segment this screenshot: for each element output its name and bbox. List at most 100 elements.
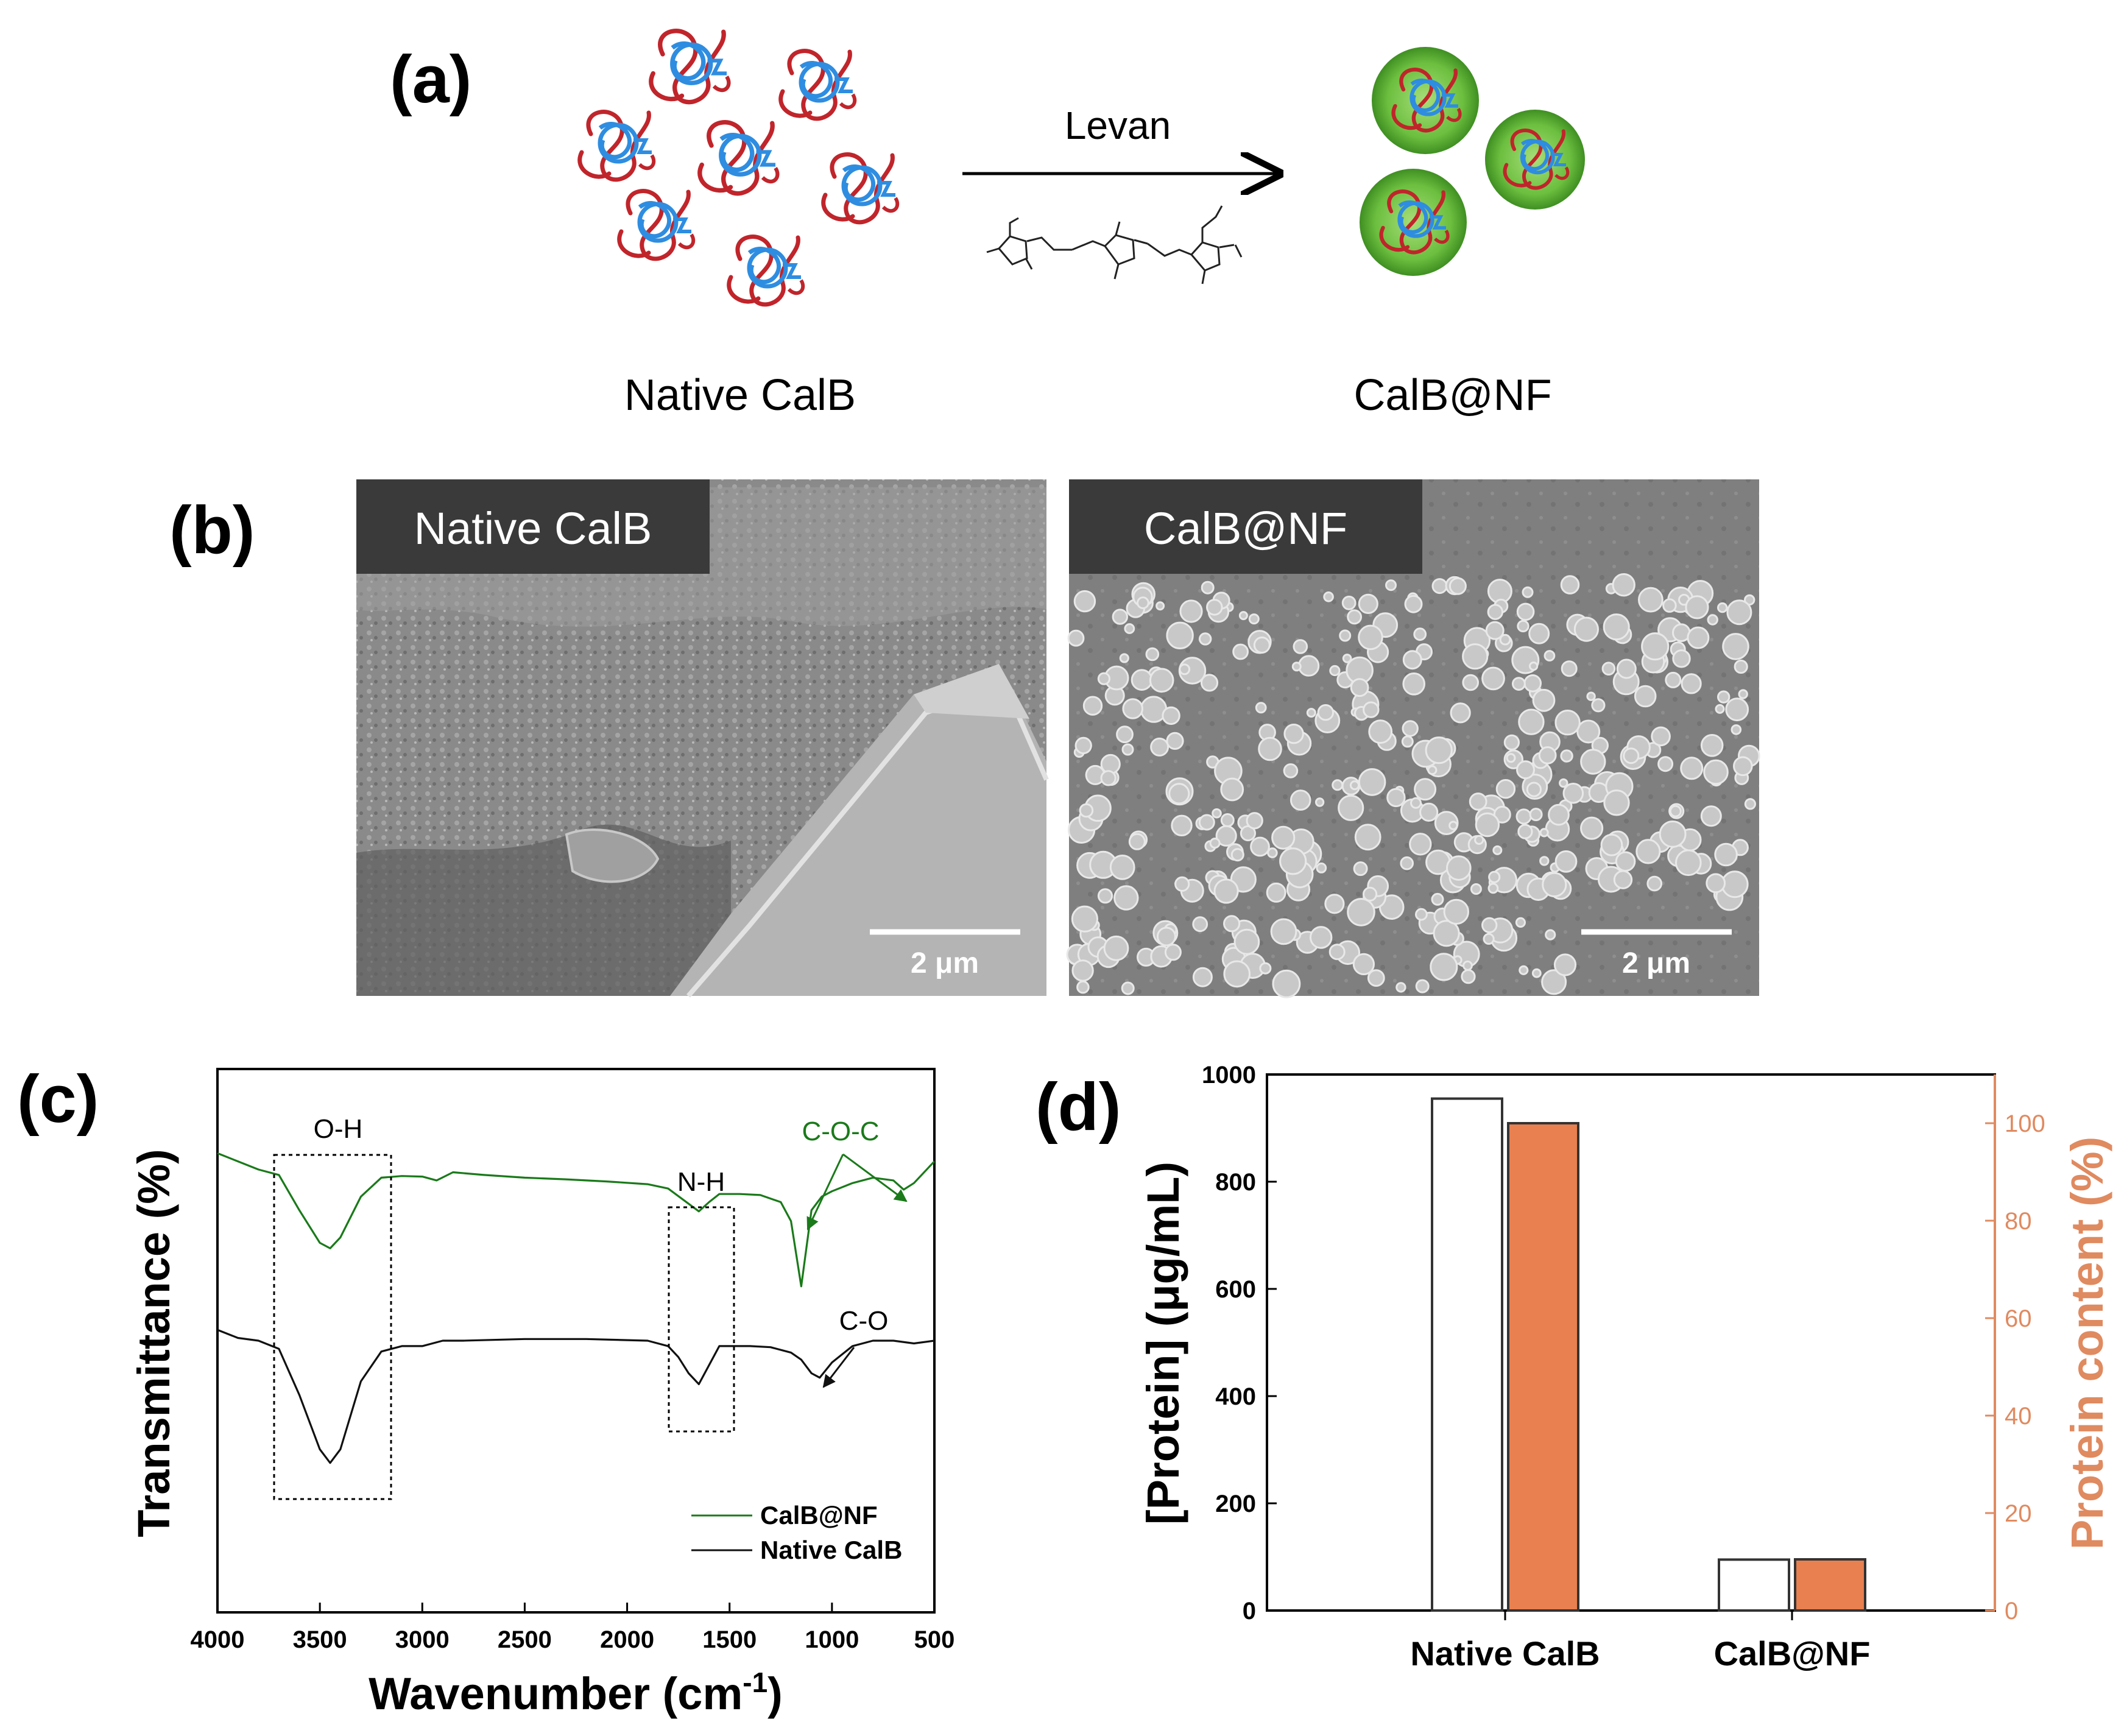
native-calb-label: Native CalB (624, 371, 856, 420)
ftir-x-tick-label: 2000 (600, 1626, 654, 1653)
nanoflower-particle (1687, 626, 1710, 649)
nanoflower-particle (1116, 725, 1134, 744)
coc-arrow-icon (806, 1154, 844, 1230)
nanoflower-particle (1358, 624, 1383, 651)
nanoflower-particle (1067, 629, 1085, 647)
nanoflower-particle (1415, 979, 1430, 993)
nanoflower-particle (1483, 933, 1495, 945)
nanoflower-particle (1145, 647, 1160, 662)
nanoflower-particle (1481, 917, 1498, 934)
bar-right-tick-label: 40 (2005, 1403, 2032, 1430)
bar-left-tick-label: 400 (1215, 1383, 1256, 1410)
nanoflower-particle (1539, 856, 1550, 866)
nanoflower-particle (1103, 935, 1129, 961)
nanoflower-particle (1074, 736, 1092, 755)
nanoflower-particle (1316, 863, 1327, 873)
bar-ylabel-left: [Protein] (μg/mL) (1138, 1162, 1188, 1525)
nanoflower-particle (1542, 872, 1567, 898)
panel-c: (c) 4000 3500 3000 2500 2000 1500 1000 500 Wave… (17, 1062, 954, 1719)
nanoflower-particle (1215, 825, 1237, 847)
nanoflower-particle (1200, 674, 1219, 692)
co-annotation: C-O (839, 1306, 889, 1336)
nanoflower-particle (1212, 808, 1222, 819)
bar-left-tick-label: 600 (1215, 1276, 1256, 1303)
ftir-x-tick-label: 4000 (191, 1626, 245, 1653)
nanoflower-particle (1329, 665, 1341, 677)
nanoflower-particle (1291, 662, 1302, 672)
arrow-label: Levan (1065, 104, 1171, 147)
nanoflower-particle (1492, 845, 1503, 855)
nanoflower-particle (1248, 613, 1260, 625)
nanoflower-particle (1402, 672, 1425, 696)
nanoflower-particle (1635, 839, 1661, 864)
nanoflower-particle (1358, 768, 1386, 796)
nanoflower-particle (1462, 643, 1489, 670)
sem-tag-calb-nf-text: CalB@NF (1144, 503, 1347, 554)
nh-region-box (668, 1206, 735, 1433)
ftir-line-native-calb (217, 1328, 935, 1464)
enzyme-coil-icon (651, 31, 729, 102)
nanoflower-particle (1414, 778, 1437, 801)
nanoflower-particle (1100, 770, 1117, 786)
nanoflower-particle (1515, 808, 1532, 825)
panel-d: (d) 0 200 400 600 800 1000 0 20 40 60 80 100 Native… (1036, 1062, 2112, 1673)
nanoflower-particle (1253, 637, 1271, 654)
enzyme-coil-icon (580, 112, 654, 180)
sem-tag-native-calb-text: Native CalB (414, 503, 652, 554)
nanoflower-particle (1657, 756, 1674, 772)
nanoflower-particle (1506, 753, 1516, 763)
nanoflower-particle (1233, 928, 1260, 955)
ftir-x-tick-label: 3000 (395, 1626, 450, 1653)
nanoflower-particle (1703, 759, 1729, 785)
nanoflower-particle (1255, 702, 1267, 714)
nanoflower-particle (1166, 732, 1184, 750)
nanoflower-particle (1450, 702, 1471, 724)
nanoflower-particle (1615, 851, 1636, 872)
nanoflower-particle (1641, 632, 1670, 661)
panel-a-letter: (a) (390, 42, 471, 117)
nanoflower-particle (1613, 870, 1633, 889)
nanoflower-particle (1162, 706, 1180, 725)
nanoflower-particle (1402, 650, 1422, 670)
nanoflower-particle (1413, 627, 1427, 641)
bar-right-tick-label: 100 (2005, 1110, 2045, 1137)
nanoflower-particle (1669, 805, 1682, 817)
nanoflower-particle (1192, 916, 1208, 933)
nanoflower-particle (1220, 777, 1244, 802)
nanoflower-particle (1341, 595, 1357, 610)
bar-plot-frame (1266, 1073, 1996, 1612)
nanoflower-particle (1734, 659, 1748, 674)
ftir-x-tick-label: 2500 (498, 1626, 552, 1653)
nanoflower-particle (1192, 967, 1213, 987)
nanoflower-particle (1271, 825, 1296, 850)
nanoflower-particle (1179, 663, 1191, 676)
bar-protein-concentration (1431, 1097, 1503, 1612)
nanoflower-particle (1665, 671, 1682, 688)
nanoflower-particle (1258, 736, 1282, 761)
nanoflower-particle (1561, 660, 1578, 677)
nanoflower-particle (1529, 808, 1543, 822)
scalebar-native-calb: 2 μm (870, 929, 1020, 979)
nanoflower-particle (1349, 780, 1360, 791)
nanoflower-particle (1714, 842, 1738, 867)
nanoflower-particle (1554, 850, 1578, 873)
nanoflower-particle (1733, 756, 1753, 777)
nanoflower-particle (1722, 633, 1749, 660)
bar-right-tick-label: 80 (2005, 1208, 2032, 1235)
nanoflower-particle (1347, 898, 1375, 926)
nanoflower-particle (1725, 697, 1749, 722)
coc-annotation: C-O-C (802, 1117, 879, 1146)
nanoflower-particle (1427, 765, 1438, 775)
sem-tag-calb-nf: CalB@NF (1069, 479, 1422, 574)
nanoflower-particle (1717, 690, 1731, 704)
oh-region-box (273, 1154, 392, 1500)
nanoflower-particle (1707, 614, 1718, 626)
nanoflower-particle (1675, 849, 1702, 877)
nanoflower-particle (1149, 668, 1174, 693)
nanoflower-particle (1071, 905, 1099, 933)
nanoflower-particle (1532, 688, 1556, 712)
nanoflower-particle (1616, 658, 1637, 679)
ftir-x-ticks: 4000 3500 3000 2500 2000 1500 1000 500 (191, 1603, 954, 1653)
nanoflower-particle (1603, 613, 1630, 641)
nanoflower-particle (1522, 586, 1534, 598)
